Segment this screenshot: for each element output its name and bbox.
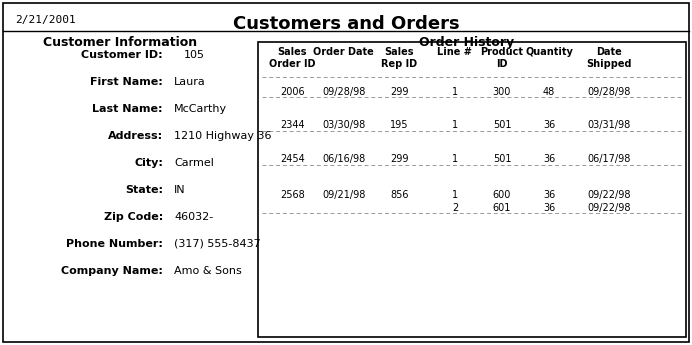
Text: 2006: 2006: [280, 87, 304, 97]
Text: 48: 48: [543, 87, 555, 97]
Text: 36: 36: [543, 190, 555, 200]
Text: IN: IN: [174, 185, 185, 195]
Text: 36: 36: [543, 120, 555, 130]
Text: 1: 1: [452, 190, 458, 200]
Text: Laura: Laura: [174, 77, 206, 87]
Text: Last Name:: Last Name:: [93, 104, 163, 114]
Text: Company Name:: Company Name:: [61, 266, 163, 276]
Text: 03/30/98: 03/30/98: [322, 120, 365, 130]
Text: 600: 600: [493, 190, 511, 200]
Text: 1210 Highway 36: 1210 Highway 36: [174, 131, 271, 141]
Text: Line #: Line #: [437, 47, 473, 57]
Text: 2454: 2454: [280, 154, 304, 164]
Text: 299: 299: [390, 87, 408, 97]
Text: Quantity: Quantity: [525, 47, 573, 57]
Text: 2344: 2344: [280, 120, 304, 130]
Text: 09/22/98: 09/22/98: [588, 190, 630, 200]
Text: 36: 36: [543, 154, 555, 164]
Text: 2: 2: [452, 203, 458, 213]
Text: Sales
Rep ID: Sales Rep ID: [381, 47, 417, 69]
Text: 36: 36: [543, 203, 555, 213]
Text: 09/21/98: 09/21/98: [322, 190, 365, 200]
Text: 195: 195: [390, 120, 408, 130]
Text: First Name:: First Name:: [90, 77, 163, 87]
Text: State:: State:: [125, 185, 163, 195]
Text: 501: 501: [493, 154, 511, 164]
Text: 105: 105: [184, 50, 205, 60]
Text: Address:: Address:: [108, 131, 163, 141]
Text: Zip Code:: Zip Code:: [104, 212, 163, 222]
Text: Customer Information: Customer Information: [43, 36, 197, 49]
Text: 856: 856: [390, 190, 408, 200]
Text: 03/31/98: 03/31/98: [588, 120, 630, 130]
Text: 299: 299: [390, 154, 408, 164]
Text: Sales
Order ID: Sales Order ID: [269, 47, 316, 69]
Text: City:: City:: [134, 158, 163, 168]
Text: 501: 501: [493, 120, 511, 130]
Text: Customer ID:: Customer ID:: [82, 50, 163, 60]
Text: 2/21/2001: 2/21/2001: [15, 15, 75, 25]
Text: 09/22/98: 09/22/98: [588, 203, 630, 213]
Text: Date
Shipped: Date Shipped: [586, 47, 632, 69]
Text: 09/28/98: 09/28/98: [588, 87, 630, 97]
Text: Carmel: Carmel: [174, 158, 214, 168]
Bar: [258, 42, 686, 337]
Text: 09/28/98: 09/28/98: [322, 87, 365, 97]
Text: 46032-: 46032-: [174, 212, 213, 222]
Text: 300: 300: [493, 87, 511, 97]
Text: 1: 1: [452, 154, 458, 164]
Text: 2568: 2568: [280, 190, 304, 200]
Text: Product
ID: Product ID: [480, 47, 523, 69]
Text: 601: 601: [493, 203, 511, 213]
Text: McCarthy: McCarthy: [174, 104, 227, 114]
Text: 06/17/98: 06/17/98: [588, 154, 630, 164]
Text: 06/16/98: 06/16/98: [322, 154, 365, 164]
Text: Customers and Orders: Customers and Orders: [233, 15, 459, 33]
Text: 1: 1: [452, 120, 458, 130]
Text: (317) 555-8437: (317) 555-8437: [174, 239, 261, 249]
Text: Order History: Order History: [419, 36, 515, 49]
Text: Phone Number:: Phone Number:: [66, 239, 163, 249]
Text: Amo & Sons: Amo & Sons: [174, 266, 242, 276]
Text: 1: 1: [452, 87, 458, 97]
Text: Order Date: Order Date: [313, 47, 374, 57]
